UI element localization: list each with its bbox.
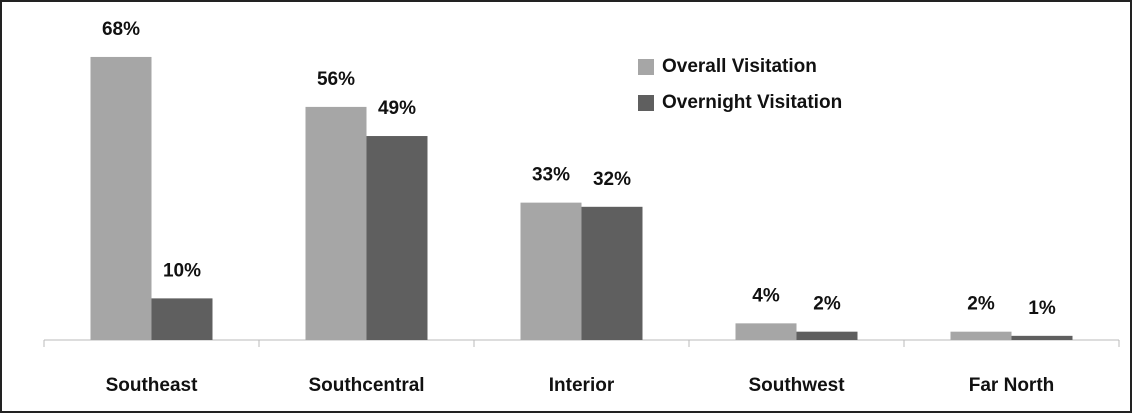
- legend-label: Overnight Visitation: [662, 92, 842, 113]
- bar: [366, 136, 428, 340]
- x-tick-label: Interior: [549, 375, 615, 396]
- bar: [151, 298, 213, 340]
- data-label: 33%: [532, 165, 570, 186]
- x-tick-label: Far North: [969, 375, 1055, 396]
- bar: [520, 202, 582, 340]
- data-label: 2%: [813, 294, 841, 315]
- bar: [90, 56, 152, 340]
- bar: [305, 106, 367, 341]
- legend-label: Overall Visitation: [662, 56, 817, 77]
- legend-swatch: [638, 95, 654, 111]
- data-label: 68%: [102, 19, 140, 40]
- data-label: 4%: [752, 285, 780, 306]
- data-label: 2%: [967, 294, 995, 315]
- data-label: 10%: [163, 260, 201, 281]
- data-label: 49%: [378, 98, 416, 119]
- bar: [581, 206, 643, 340]
- legend-swatch: [638, 59, 654, 75]
- bar: [1011, 335, 1073, 340]
- x-tick-label: Southwest: [748, 375, 845, 396]
- x-tick-label: Southcentral: [308, 375, 424, 396]
- data-label: 1%: [1028, 298, 1056, 319]
- bar: [950, 331, 1012, 340]
- bar: [796, 331, 858, 340]
- data-label: 56%: [317, 69, 355, 90]
- bar: [735, 323, 797, 340]
- x-tick-label: Southeast: [106, 375, 199, 396]
- data-label: 32%: [593, 169, 631, 190]
